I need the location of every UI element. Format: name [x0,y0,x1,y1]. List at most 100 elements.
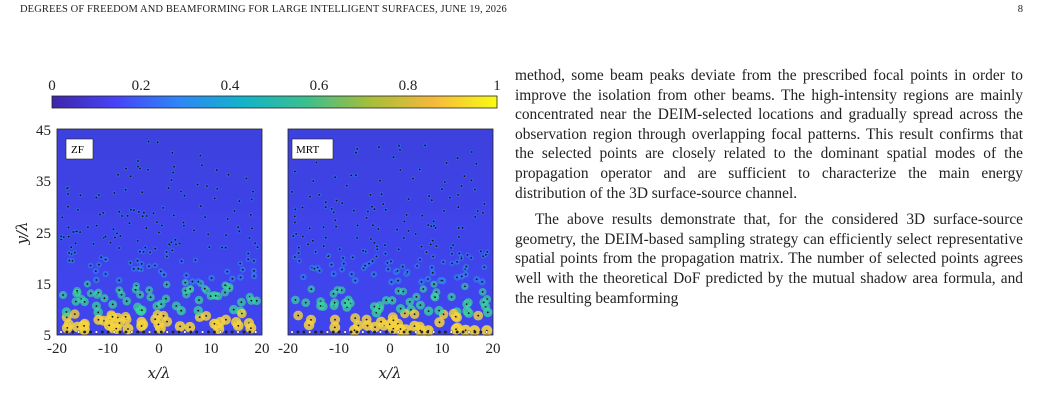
sample-point [124,315,127,318]
sample-point [355,174,357,176]
sample-point [420,245,423,248]
sample-point [214,294,217,297]
sample-point [364,250,367,253]
panel-label-mrt: MRT [296,144,319,156]
sample-point [412,177,414,180]
sample-point [132,209,135,212]
sample-point [410,308,412,311]
sample-point [443,181,446,183]
sample-point [312,239,314,242]
sample-point [356,224,359,227]
sample-point [452,244,454,247]
sample-point [138,211,140,213]
sample-point [429,243,432,246]
edge-marker [455,330,459,334]
edge-marker [242,330,246,334]
sample-point [422,288,425,290]
edge-marker [71,330,75,334]
sample-point [350,174,353,177]
edge-marker [420,330,424,334]
sample-point [351,256,354,259]
sample-point [427,224,430,227]
ytick-5: 5 [44,328,52,344]
sample-point [302,276,305,278]
sample-point [74,242,77,245]
colorbar-tick-1: 0.2 [132,78,151,94]
sample-point [118,279,120,282]
sample-point [408,301,411,303]
sample-point [156,221,158,224]
sample-point [136,259,139,262]
sample-point [61,216,64,219]
sample-point [294,208,297,211]
sample-point [180,309,183,312]
sample-point [145,215,148,217]
sample-point [149,296,152,299]
panel-label-zf-box [65,138,94,160]
sample-point [399,149,401,151]
xtick-zf-3: 10 [204,341,219,357]
sample-point [79,231,81,234]
sample-point [253,260,255,262]
sample-point [60,235,63,238]
sample-point [180,190,182,193]
paragraph-1: method, some beam peaks deviate from the… [515,67,1023,202]
sample-point [312,180,315,182]
sample-point [450,296,453,298]
sample-point [148,289,151,291]
sample-point [89,292,92,295]
sample-point [464,273,467,276]
sample-point [310,288,313,290]
colorbar-bar [51,95,498,109]
sample-point [291,191,294,193]
sample-point [167,187,170,190]
sample-point [302,235,304,238]
sample-point [200,205,202,208]
sample-point [375,255,378,258]
sample-point [466,254,469,256]
sample-point [228,287,231,290]
sample-point [191,280,194,283]
ytick-45: 45 [36,123,51,139]
sample-point [362,249,364,252]
sample-point [419,258,421,261]
sample-point [66,327,69,329]
sample-point [163,273,165,276]
edge-marker [479,330,483,334]
colorbar-tick-4: 0.8 [399,78,418,94]
sample-point [293,256,296,258]
sample-point [434,227,437,229]
sample-point [67,205,69,208]
sample-point [403,220,406,223]
sample-point [216,188,219,190]
sample-point [390,281,393,283]
sample-point [333,326,336,329]
sample-point [324,236,327,239]
sample-point [310,319,312,321]
sample-point [165,283,168,286]
edge-marker [201,330,205,334]
sample-point [180,260,183,263]
sample-point [119,235,122,238]
sample-point [455,328,457,331]
sample-point [147,168,149,171]
sample-point [350,273,353,276]
sample-point [427,310,430,312]
sample-point [294,170,296,173]
sample-point [380,193,383,196]
heatmap-panel-mrt: MRT [287,128,494,337]
sample-point [251,227,253,230]
sample-point [374,326,376,328]
xtick-mrt-2: 0 [386,341,394,357]
sample-point [207,233,210,236]
sample-point [407,198,410,200]
sample-point [315,161,318,164]
sample-point [62,236,65,239]
sample-point [224,246,227,249]
edge-marker [343,330,347,334]
sample-point [402,237,405,239]
sample-point [77,209,79,211]
sample-point [376,245,378,248]
edge-marker [100,330,104,334]
sample-point [132,268,135,270]
